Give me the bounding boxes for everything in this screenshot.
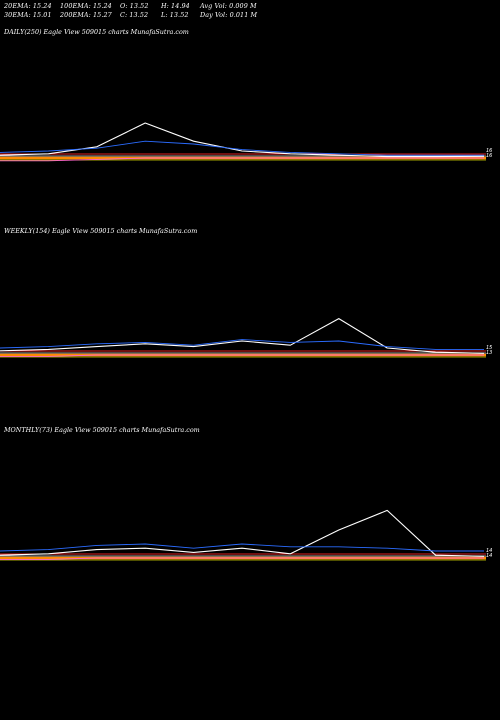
monthly-series-2-line — [0, 557, 484, 560]
day-vol-value: Day Vol: 0.011 M — [200, 11, 258, 19]
close-value: C: 13.52 — [120, 11, 149, 19]
ema100-value: 100EMA: 15.24 — [60, 2, 112, 10]
weekly-end-label-1: 13 — [486, 350, 492, 356]
daily-end-label-0: 16 — [486, 148, 492, 154]
monthly-series-0-line — [0, 509, 485, 557]
weekly-panel-title: WEEKLY(154) Eagle View 509015 charts Mun… — [4, 227, 198, 235]
weekly-end-label-0: 15 — [486, 345, 492, 351]
daily-panel-title: DAILY(250) Eagle View 509015 charts Muna… — [4, 28, 189, 36]
monthly-series-1-line — [0, 543, 484, 552]
daily-series-0-line — [0, 122, 485, 158]
ema20-value: 20EMA: 15.24 — [4, 2, 52, 10]
weekly-series-2-line — [0, 354, 484, 357]
ema200-value: 200EMA: 15.27 — [60, 11, 112, 19]
monthly-panel-title: MONTHLY(73) Eagle View 509015 charts Mun… — [4, 426, 200, 434]
daily-series-1-line — [0, 140, 484, 156]
weekly-series-0-line — [0, 318, 485, 354]
high-value: H: 14.94 — [161, 2, 190, 10]
weekly-series-1-line — [0, 339, 484, 350]
avg-vol-value: Avg Vol: 0.009 M — [200, 2, 257, 10]
daily-end-label-1: 16 — [486, 153, 492, 159]
daily-series-2-line — [0, 157, 484, 162]
low-value: L: 13.52 — [161, 11, 189, 19]
ema30-value: 30EMA: 15.01 — [4, 11, 52, 19]
monthly-end-label-0: 14 — [486, 548, 492, 554]
open-value: O: 13.52 — [120, 2, 149, 10]
monthly-end-label-1: 14 — [486, 553, 492, 559]
